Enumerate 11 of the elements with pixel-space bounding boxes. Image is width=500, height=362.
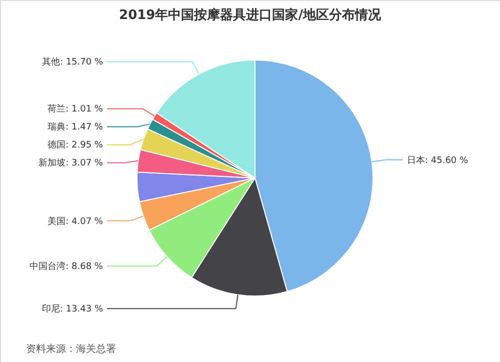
legend-label: 日本: 45.60 % bbox=[407, 154, 469, 166]
chart-title: 2019年中国按摩器具进口国家/地区分布情况 bbox=[119, 7, 382, 23]
slice-label: 美国: 4.07 % bbox=[48, 216, 104, 227]
slice-label: 新加坡: 3.07 % bbox=[38, 158, 104, 169]
text: 资料来源：海关总署 bbox=[26, 343, 116, 355]
slice-label: 中国台湾: 8.68 % bbox=[30, 261, 104, 272]
slice-label: 印尼: 13.43 % bbox=[42, 304, 104, 315]
slice-label: 荷兰: 1.01 % bbox=[48, 104, 104, 115]
slice-label: 德国: 2.95 % bbox=[48, 140, 104, 151]
slice-label: 其他: 15.70 % bbox=[42, 56, 104, 68]
slice-label: 瑞典: 1.47 % bbox=[48, 122, 104, 133]
